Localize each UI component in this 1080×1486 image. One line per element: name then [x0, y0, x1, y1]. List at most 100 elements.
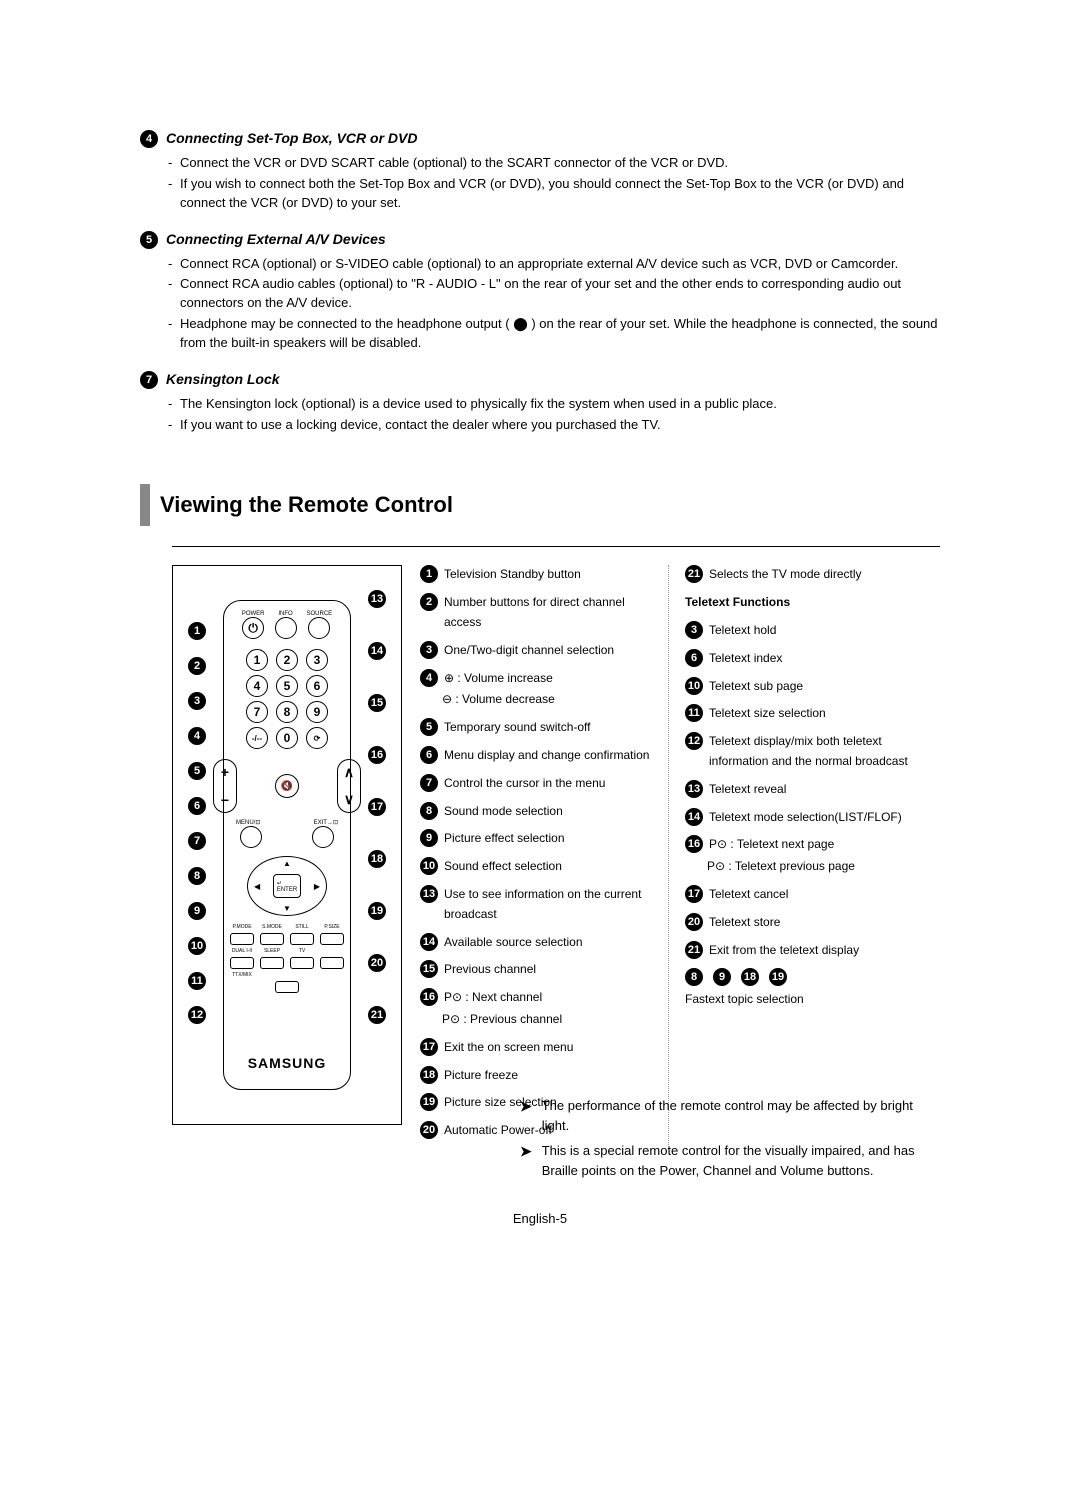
callout-number: 4	[420, 669, 438, 687]
diagram-callout: 17	[368, 798, 386, 816]
callout-number: 17	[685, 885, 703, 903]
remote-body: POWER⏻ INFO SOURCE 123 456 789 -/--0⟳ +−…	[223, 600, 351, 1090]
callout-number: 16	[685, 835, 703, 853]
source-button[interactable]	[308, 617, 330, 639]
callout-number: 13	[685, 780, 703, 798]
function-desc: Available source selection	[444, 933, 650, 953]
function-desc: Previous channel	[444, 960, 650, 980]
section-number: 5	[140, 231, 158, 249]
teletext-header: Teletext Functions	[685, 593, 918, 613]
function-desc: Television Standby button	[444, 565, 650, 585]
diagram-callout: 16	[368, 746, 386, 764]
section-title: Kensington Lock	[166, 371, 280, 387]
exit-button[interactable]	[312, 826, 334, 848]
callout-number: 8	[420, 802, 438, 820]
fastext-icon: 19	[769, 968, 787, 986]
function-desc: Teletext mode selection(LIST/FLOF)	[709, 808, 918, 828]
section-number: 4	[140, 130, 158, 148]
callout-number: 14	[420, 933, 438, 951]
power-button[interactable]: ⏻	[242, 617, 264, 639]
diagram-callout: 12	[188, 1006, 206, 1024]
function-desc: P⊙ : Teletext next page	[709, 835, 918, 855]
function-desc: Use to see information on the current br…	[444, 885, 650, 925]
diagram-callout: 19	[368, 902, 386, 920]
diagram-callout: 2	[188, 657, 206, 675]
diagram-callout: 10	[188, 937, 206, 955]
function-desc: Teletext store	[709, 913, 918, 933]
prech-button[interactable]: ⟳	[306, 727, 328, 749]
callout-number: 10	[685, 677, 703, 695]
dpad[interactable]: ▲ ▼ ◀ ▶ ↵ENTER	[247, 856, 327, 916]
heading-bar	[140, 484, 150, 526]
callout-number: 13	[420, 885, 438, 903]
diagram-callout: 14	[368, 642, 386, 660]
volume-button[interactable]: +−	[213, 759, 237, 813]
footer-notes: ➤The performance of the remote control m…	[520, 1096, 940, 1186]
remote-row: 123456789101112 131415161718192021 POWER…	[140, 565, 940, 1149]
function-desc-sub: P⊙ : Teletext previous page	[685, 857, 918, 877]
function-desc: Picture effect selection	[444, 829, 650, 849]
diagram-callout: 7	[188, 832, 206, 850]
section: 7 Kensington Lock The Kensington lock (opt…	[140, 371, 940, 435]
diagram-callout: 21	[368, 1006, 386, 1024]
info-button[interactable]	[275, 617, 297, 639]
fastext-label: Fastext topic selection	[685, 990, 918, 1010]
function-desc: Teletext reveal	[709, 780, 918, 800]
diagram-callout: 13	[368, 590, 386, 608]
callout-number: 2	[420, 593, 438, 611]
section-item: The Kensington lock (optional) is a devi…	[168, 395, 940, 414]
section-item: Connect the VCR or DVD SCART cable (opti…	[168, 154, 940, 173]
function-desc: Teletext size selection	[709, 704, 918, 724]
function-desc: Teletext index	[709, 649, 918, 669]
function-desc: Exit from the teletext display	[709, 941, 918, 961]
callout-number: 16	[420, 988, 438, 1006]
callout-number: 19	[420, 1093, 438, 1111]
function-desc: Teletext display/mix both teletext infor…	[709, 732, 918, 772]
function-desc: Exit the on screen menu	[444, 1038, 650, 1058]
function-desc: One/Two-digit channel selection	[444, 641, 650, 661]
function-desc: Number buttons for direct channel access	[444, 593, 650, 633]
diagram-callout: 5	[188, 762, 206, 780]
diagram-callout: 8	[188, 867, 206, 885]
callout-number: 14	[685, 808, 703, 826]
heading-text: Viewing the Remote Control	[160, 492, 453, 518]
callout-number: 1	[420, 565, 438, 583]
fastext-icon: 18	[741, 968, 759, 986]
heading-rule	[172, 546, 940, 547]
section-item: Connect RCA (optional) or S-VIDEO cable …	[168, 255, 940, 274]
section-number: 7	[140, 371, 158, 389]
callout-number: 3	[685, 621, 703, 639]
function-desc: P⊙ : Next channel	[444, 988, 650, 1008]
diagram-callout: 15	[368, 694, 386, 712]
page-number: English-5	[0, 1211, 1080, 1226]
fastext-icon: 9	[713, 968, 731, 986]
section-title: Connecting External A/V Devices	[166, 231, 386, 247]
section: 4Connecting Set-Top Box, VCR or DVDConne…	[140, 130, 940, 213]
callout-21: 21	[685, 565, 703, 583]
callout-number: 10	[420, 857, 438, 875]
functions-column-2: 21Selects the TV mode directly Teletext …	[668, 565, 918, 1149]
channel-button[interactable]: ∧∨	[337, 759, 361, 813]
note-arrow-icon: ➤	[520, 1141, 532, 1180]
function-desc-sub: ⊖ : Volume decrease	[420, 690, 650, 710]
callout-number: 7	[420, 774, 438, 792]
function-desc: Sound mode selection	[444, 802, 650, 822]
section: 5 Connecting External A/V Devices Connect …	[140, 231, 940, 353]
function-desc: Sound effect selection	[444, 857, 650, 877]
callout-number: 12	[685, 732, 703, 750]
callout-number: 20	[420, 1121, 438, 1139]
function-desc: Teletext sub page	[709, 677, 918, 697]
section-item: Headphone may be connected to the headph…	[168, 315, 940, 353]
mute-button[interactable]: 🔇	[275, 774, 299, 798]
callout-number: 3	[420, 641, 438, 659]
callout-number: 9	[420, 829, 438, 847]
menu-button[interactable]	[240, 826, 262, 848]
callout-number: 5	[420, 718, 438, 736]
diagram-callout: 9	[188, 902, 206, 920]
callout-number: 6	[420, 746, 438, 764]
section-item: If you wish to connect both the Set-Top …	[168, 175, 940, 213]
fastext-icon: 8	[685, 968, 703, 986]
functions-column-1: 1 Television Standby button 2 Number button…	[420, 565, 650, 1149]
brand-logo: SAMSUNG	[248, 1055, 327, 1071]
callout-number: 21	[685, 941, 703, 959]
